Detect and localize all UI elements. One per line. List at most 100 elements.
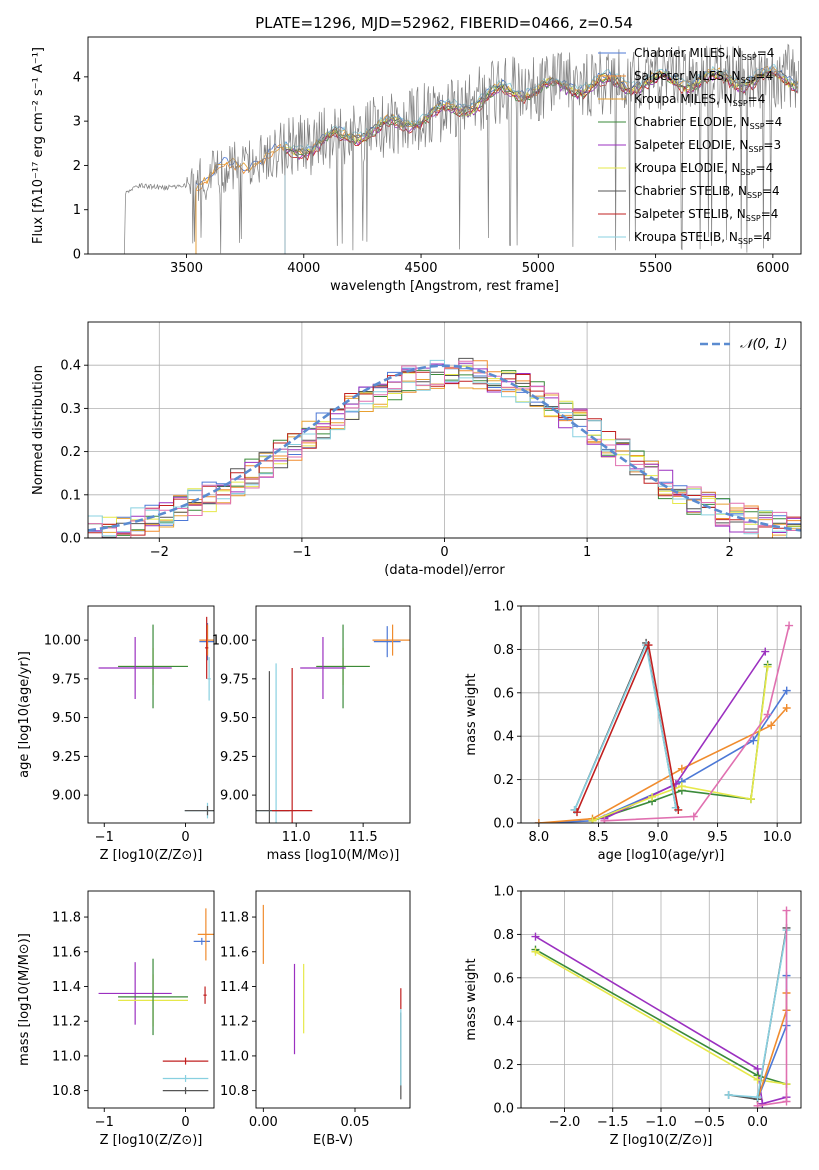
data-point-marker xyxy=(763,710,772,719)
x-tick-label: 11.5 xyxy=(349,830,378,845)
errorbar-point xyxy=(372,624,410,656)
legend-entry: Salpeter MILES, NSSP=4 xyxy=(634,69,773,85)
histogram-group xyxy=(88,357,801,538)
y-tick-label: 0.8 xyxy=(493,928,514,943)
x-tick-label: 6000 xyxy=(756,261,789,276)
errorbar-point xyxy=(98,637,172,699)
y-tick-label: 9.75 xyxy=(52,672,81,687)
figure-title: PLATE=1296, MJD=52962, FIBERID=0466, z=0… xyxy=(255,14,633,32)
y-tick-label: 11.6 xyxy=(52,945,81,960)
x-tick-label: −1.0 xyxy=(645,1115,677,1130)
observed-spectrum xyxy=(92,43,800,254)
errorbar-point xyxy=(203,986,207,1004)
x-tick-label: 4500 xyxy=(404,261,437,276)
y-tick-label: 0.1 xyxy=(60,488,81,503)
axes-frame xyxy=(87,890,215,1109)
x-axis-label: Z [log10(Z/Z⊙)] xyxy=(100,1133,203,1148)
errorbar-group xyxy=(98,616,214,819)
y-tick-label: 11.8 xyxy=(52,911,81,926)
errorbar-group xyxy=(262,904,402,1100)
y-tick-label: 11.0 xyxy=(220,1049,249,1064)
axes-frame xyxy=(255,890,411,1109)
x-axis-label: Z [log10(Z/Z⊙)] xyxy=(610,1133,713,1148)
mass-vs-metallicity-panel: −1 0 10.8 11.0 11.2 11.4 11.6 11.8 Z [log10(Z/Z⊙… xyxy=(17,890,215,1148)
y-tick-label: 0 xyxy=(73,248,81,263)
data-point-marker xyxy=(689,812,698,821)
y-axis-label: mass weight xyxy=(464,673,479,755)
spectrum-lines xyxy=(92,43,800,254)
errorbar-point xyxy=(162,1087,209,1095)
errorbar-point xyxy=(373,626,401,658)
y-tick-label: 0.2 xyxy=(60,445,81,460)
errorbar-point xyxy=(118,958,188,1036)
y-axis-label: mass [log10(M/M⊙)] xyxy=(17,933,32,1066)
y-tick-label: 9.00 xyxy=(52,789,81,804)
y-tick-label: 1.0 xyxy=(493,600,514,615)
data-point-marker xyxy=(782,1097,791,1106)
errorbar-point xyxy=(162,1075,209,1082)
y-tick-label: 10.8 xyxy=(52,1084,81,1099)
x-tick-label: 11.0 xyxy=(282,830,311,845)
y-tick-label: 9.50 xyxy=(220,711,249,726)
x-tick-label: 0 xyxy=(181,1115,189,1130)
x-tick-label: 9.5 xyxy=(707,830,728,845)
x-tick-label: 0 xyxy=(181,830,189,845)
y-tick-label: 9.75 xyxy=(220,672,249,687)
y-tick-label: 0.2 xyxy=(493,773,514,788)
errorbar-point xyxy=(118,624,188,709)
residual-histogram-pink xyxy=(88,360,801,538)
x-axis-label: E(B-V) xyxy=(313,1133,353,1148)
y-axis-label: Flux [fλ10⁻¹⁷ erg cm⁻² s⁻¹ A⁻¹] xyxy=(31,47,46,244)
errorbar-point xyxy=(184,805,214,816)
y-axis-label: age [log10(age/yr)] xyxy=(17,651,32,778)
series-group xyxy=(531,906,791,1108)
errorbar-point xyxy=(98,962,172,1025)
y-tick-label: 9.25 xyxy=(52,750,81,765)
y-tick-label: 3 xyxy=(73,115,81,130)
data-point-marker xyxy=(531,932,540,941)
y-tick-label: 0.4 xyxy=(493,1015,514,1030)
x-tick-label: 0.05 xyxy=(341,1115,370,1130)
x-tick-label: −2.0 xyxy=(549,1115,581,1130)
axes-frame xyxy=(87,605,215,824)
data-point-marker xyxy=(674,805,683,814)
errorbar-point xyxy=(193,937,210,945)
y-tick-label: 10.00 xyxy=(44,634,81,649)
errorbar-point xyxy=(197,908,214,961)
legend-entry: 𝒩(0, 1) xyxy=(740,337,787,352)
legend-entry: Salpeter ELODIE, NSSP=3 xyxy=(634,138,781,154)
x-tick-label: 10.0 xyxy=(763,830,792,845)
y-tick-label: 4 xyxy=(73,70,81,85)
data-point-marker xyxy=(573,808,581,817)
y-axis-label: Normed distribution xyxy=(31,365,46,495)
x-tick-label: 8.5 xyxy=(588,830,609,845)
data-point-marker xyxy=(785,621,794,630)
data-point-marker xyxy=(724,1090,733,1099)
legend-entry: Chabrier MILES, NSSP=4 xyxy=(634,46,774,62)
x-axis-label: mass [log10(M/M⊙)] xyxy=(267,848,400,863)
age-vs-mass-panel: 11.0 11.5 9.00 9.25 9.50 9.75 10.00 mass [log10… xyxy=(212,605,411,863)
y-tick-label: 0.3 xyxy=(60,402,81,417)
y-tick-label: 11.8 xyxy=(220,911,249,926)
axes-frame xyxy=(520,605,802,824)
x-tick-label: −1.5 xyxy=(597,1115,629,1130)
y-tick-label: 10.00 xyxy=(212,634,249,649)
data-point-marker xyxy=(749,736,758,745)
spectrum-panel: 3500 4000 4500 5000 5500 6000 0 1 2 3 4 wavelength … xyxy=(31,36,802,294)
data-point-marker xyxy=(677,764,686,773)
x-axis-label: wavelength [Angstrom, rest frame] xyxy=(330,279,559,294)
x-tick-label: 0.00 xyxy=(249,1115,278,1130)
data-point-marker xyxy=(761,647,770,656)
spectrum-legend: Chabrier MILES, NSSP=4 Salpeter MILES, NS… xyxy=(598,46,782,246)
normal-reference-curve xyxy=(88,364,801,532)
errorbar-point xyxy=(272,668,313,823)
errorbar-group xyxy=(256,624,410,823)
y-tick-label: 0.6 xyxy=(493,971,514,986)
y-tick-label: 0.8 xyxy=(493,643,514,658)
y-tick-label: 11.2 xyxy=(52,1015,81,1030)
y-tick-label: 0.6 xyxy=(493,686,514,701)
mass-weight-vs-age-panel: 8.0 8.5 9.0 9.5 10.0 0.0 0.2 0.4 0.6 0.8 1.0 age [l… xyxy=(464,600,802,863)
legend-entry: Kroupa ELODIE, NSSP=4 xyxy=(634,161,773,177)
y-tick-label: 0.0 xyxy=(60,532,81,547)
x-tick-label: 4000 xyxy=(287,261,320,276)
